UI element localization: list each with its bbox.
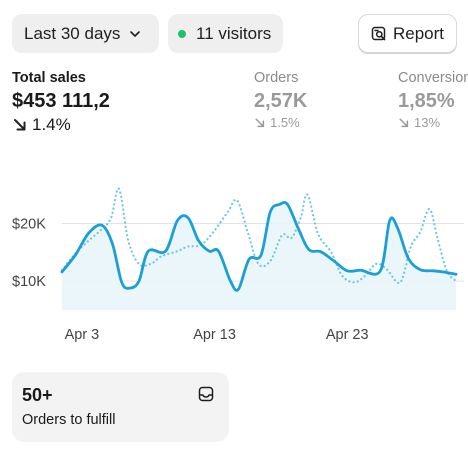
current-period-area	[62, 202, 456, 310]
orders-metric[interactable]: Orders 2,57K 1.5%	[254, 70, 307, 130]
total-sales-delta-value: 1.4%	[32, 115, 71, 134]
date-range-label: Last 30 days	[24, 23, 121, 43]
conversion-delta: 13%	[398, 115, 468, 130]
fulfill-count: 50+	[22, 385, 53, 405]
orders-value: 2,57K	[254, 90, 308, 112]
chevron-down-icon	[130, 30, 141, 37]
date-range-selector[interactable]: Last 30 days	[12, 14, 159, 53]
total-sales-label: Total sales	[12, 70, 86, 86]
previous-period-line	[60, 187, 458, 285]
orders-delta-value: 1.5%	[270, 115, 300, 130]
arrow-down-right-icon	[399, 118, 409, 127]
orders-label: Orders	[254, 70, 299, 86]
live-status-dot	[178, 29, 186, 38]
total-sales-delta: 1.4%	[12, 115, 110, 135]
total-sales-value: $453 111,2	[12, 90, 110, 112]
visitors-label: 11 visitors	[196, 23, 272, 43]
sales-line-chart: $20K $10K Apr 3 Apr 13 Apr 23	[12, 187, 464, 343]
total-sales-metric[interactable]: Total sales $453 111,2 1.4%	[12, 70, 110, 135]
live-visitors-badge[interactable]: 11 visitors	[168, 14, 283, 53]
orders-to-fulfill-card[interactable]: 50+ Orders to fulfill	[12, 372, 229, 442]
y-tick-label: $10K	[12, 274, 46, 290]
orders-delta: 1.5%	[254, 115, 307, 130]
x-tick-label: Apr 13	[193, 327, 236, 343]
conversion-delta-value: 13%	[414, 115, 441, 130]
current-period-line	[60, 200, 458, 292]
conversion-metric[interactable]: Conversion 1,85% 13%	[398, 70, 468, 130]
conversion-label: Conversion	[398, 70, 468, 86]
report-button[interactable]: Report	[358, 14, 457, 53]
arrow-down-right-icon	[14, 119, 26, 131]
x-tick-label: Apr 3	[65, 327, 100, 343]
report-label: Report	[393, 23, 445, 43]
x-tick-label: Apr 23	[326, 327, 369, 343]
fulfill-label: Orders to fulfill	[22, 412, 116, 428]
y-tick-label: $20K	[12, 216, 46, 232]
report-search-icon	[371, 26, 386, 40]
arrow-down-right-icon	[255, 118, 265, 127]
inbox-icon	[198, 386, 214, 402]
conversion-value: 1,85%	[398, 90, 455, 112]
